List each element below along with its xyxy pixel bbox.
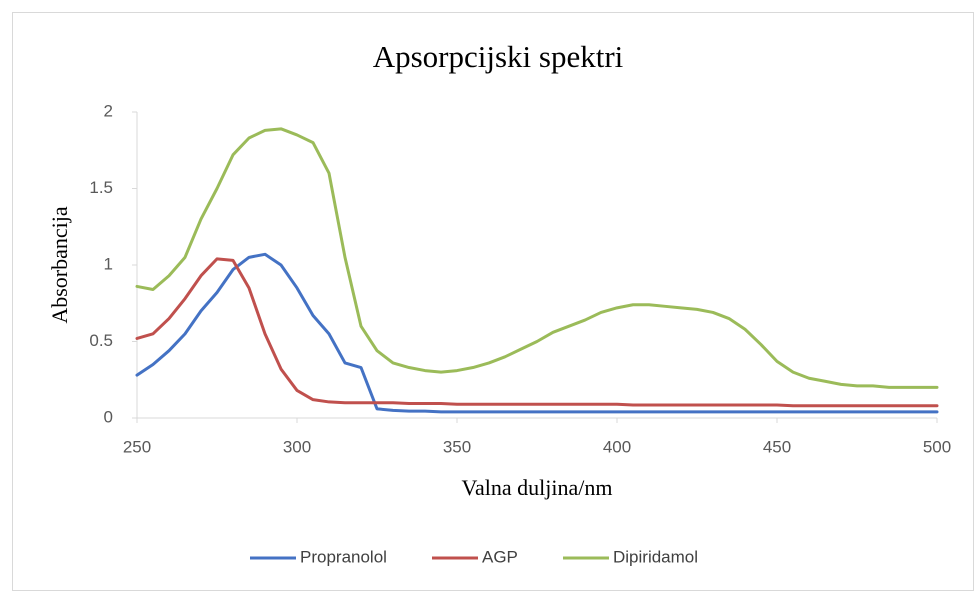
data-line [135, 252, 939, 414]
y-tick-label: 0.5 [89, 331, 113, 350]
data-line [135, 127, 939, 389]
y-tick-label: 1 [104, 254, 113, 273]
x-axis-label: Valna duljina/nm [462, 475, 613, 500]
y-tick-label: 2 [104, 101, 113, 120]
legend-label: Propranolol [300, 547, 387, 566]
y-tick-label: 0 [104, 407, 113, 426]
legend-label: Dipiridamol [613, 547, 698, 566]
x-tick-label: 450 [763, 437, 791, 456]
data-line [135, 257, 939, 408]
chart-title: Apsorpcijski spektri [373, 39, 624, 74]
chart-border [12, 12, 974, 591]
y-tick-label: 1.5 [89, 178, 113, 197]
y-axis-label: Absorbancija [47, 206, 72, 324]
x-tick-label: 500 [923, 437, 951, 456]
x-tick-label: 400 [603, 437, 631, 456]
x-tick-label: 350 [443, 437, 471, 456]
x-tick-label: 250 [123, 437, 151, 456]
legend-label: AGP [482, 547, 518, 566]
x-tick-label: 300 [283, 437, 311, 456]
